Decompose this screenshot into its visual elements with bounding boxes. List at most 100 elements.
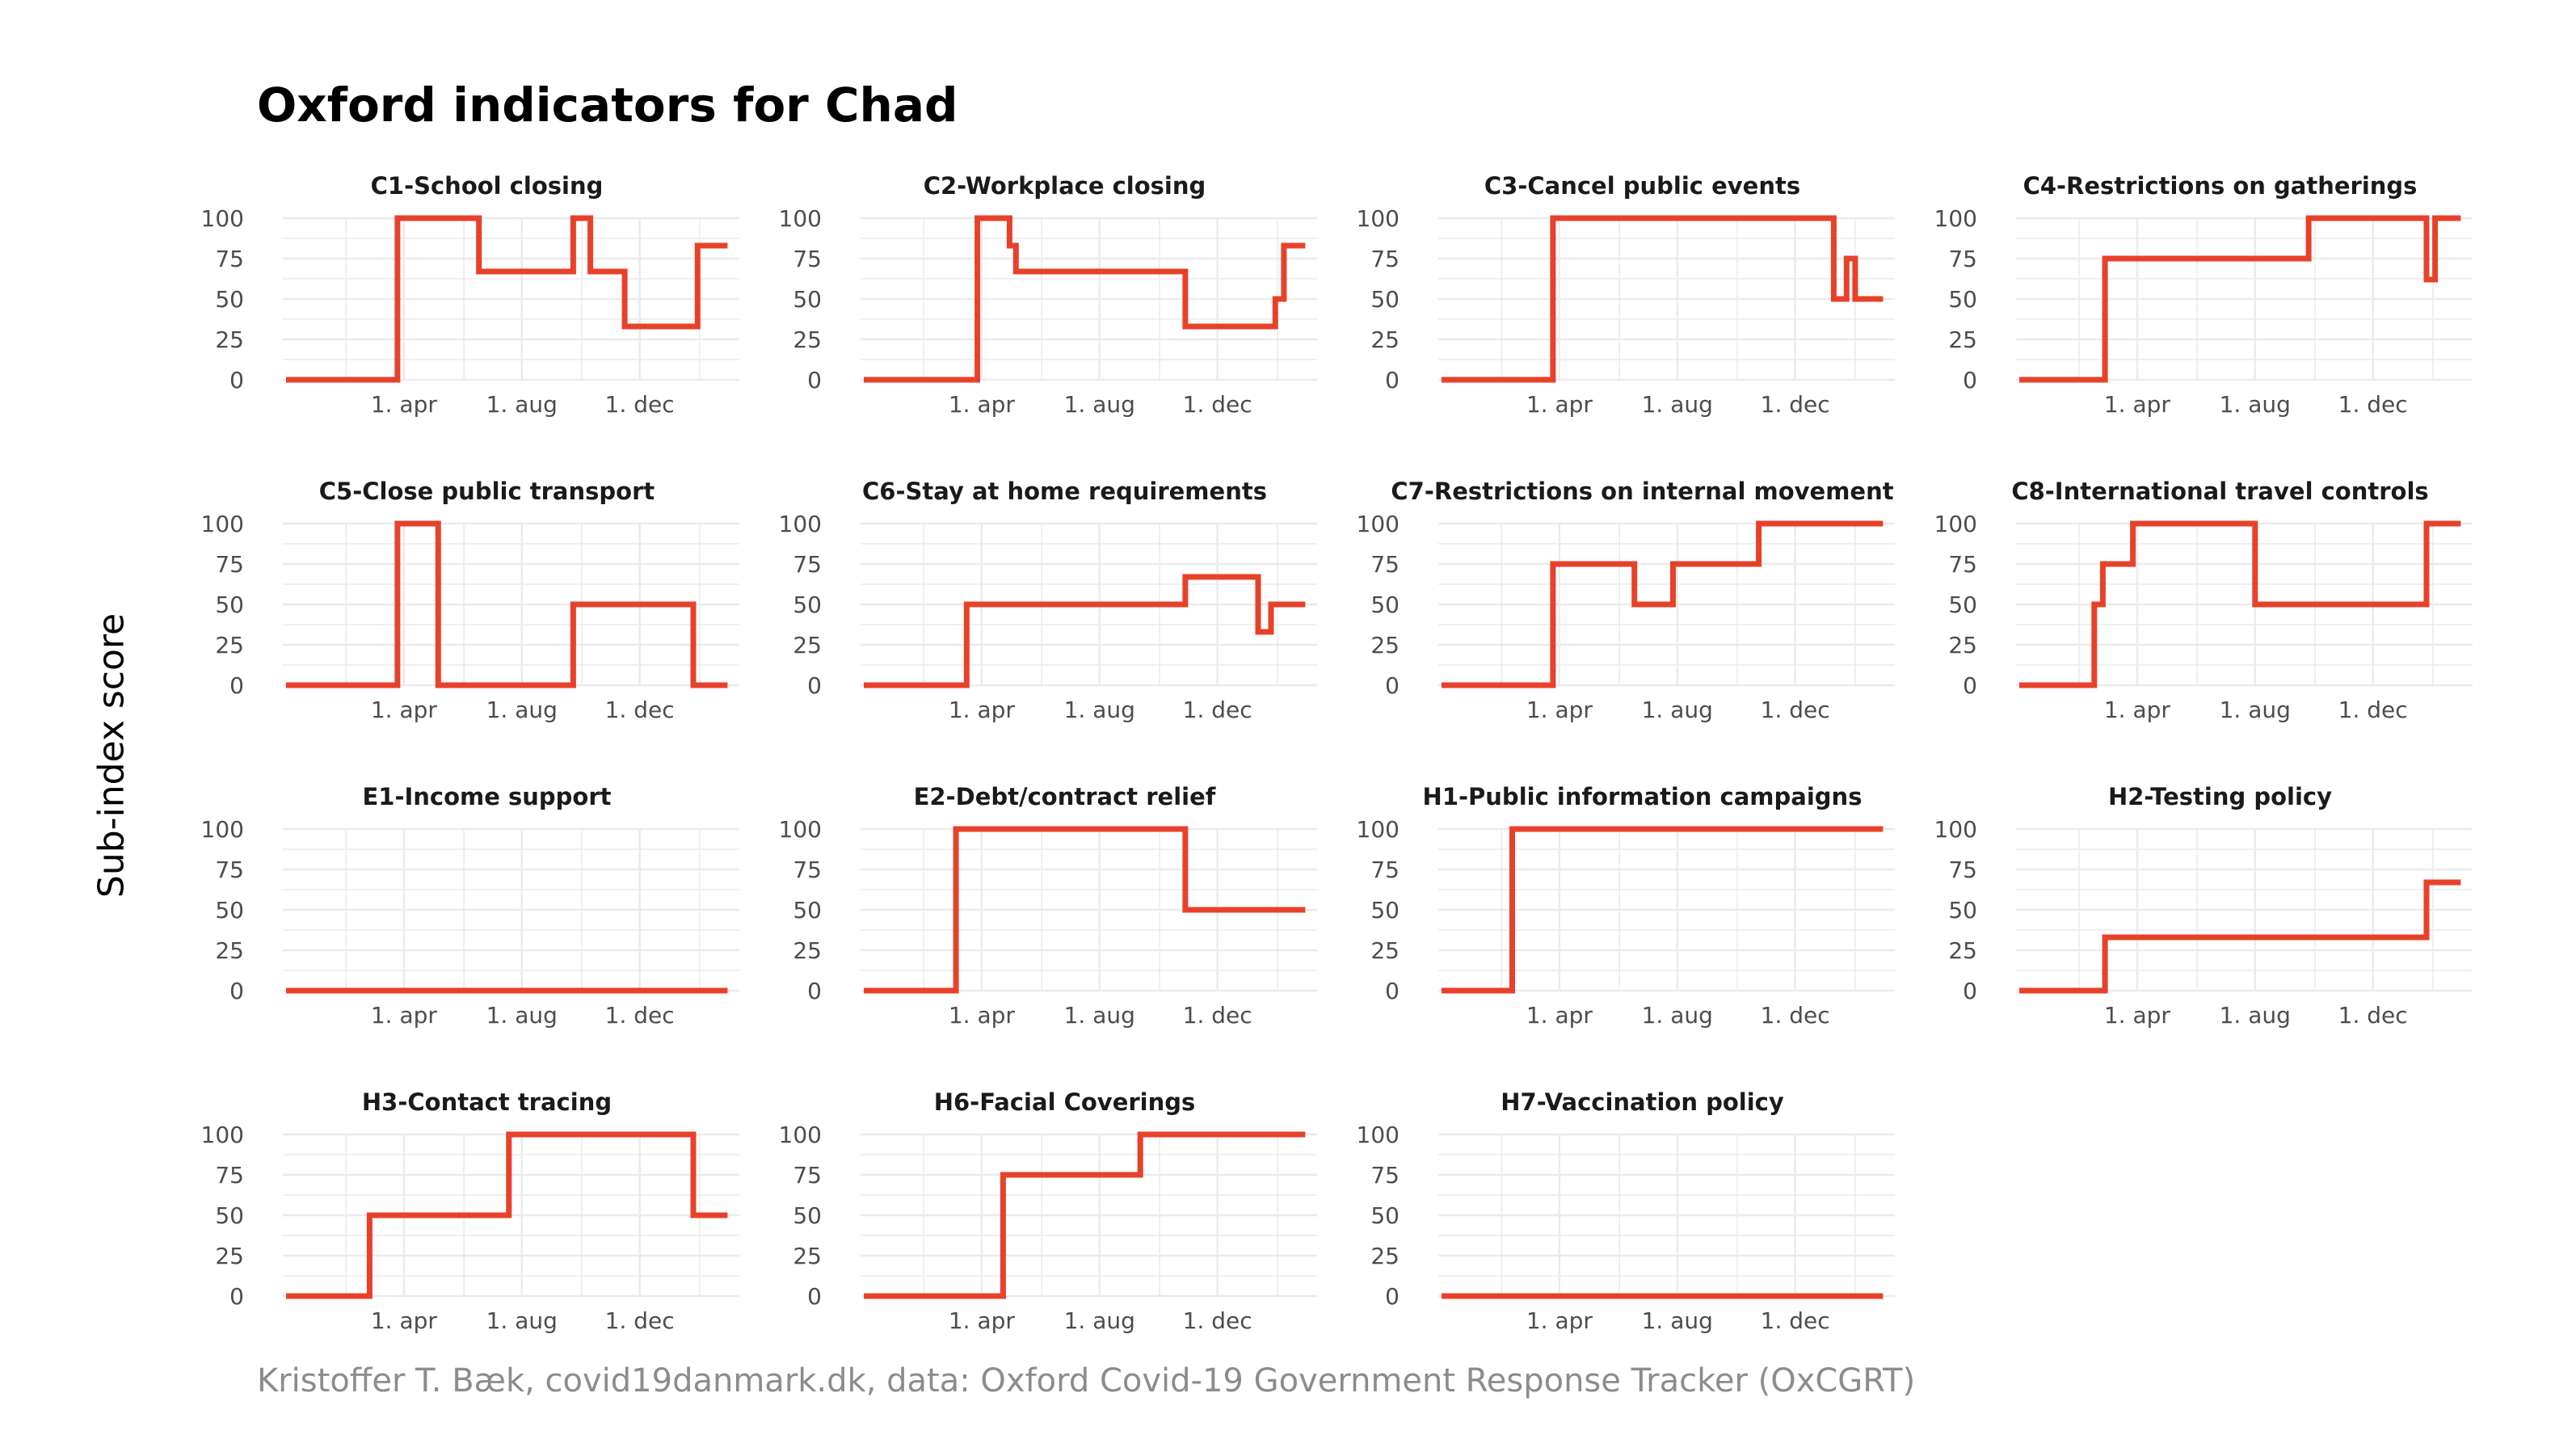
series-line xyxy=(864,215,1306,383)
y-tick-label: 50 xyxy=(1948,591,1977,618)
panel-title: C6-Stay at home requirements xyxy=(862,478,1267,505)
x-tick-label: 1. dec xyxy=(1761,697,1830,723)
x-tick-label: 1. apr xyxy=(371,697,438,723)
panel-1: C1-School closing 0 25 50 75 100 1. apr 1. aug 1… xyxy=(201,172,739,418)
panel-title: C5-Close public transport xyxy=(319,478,655,505)
y-tick-label: 0 xyxy=(807,1283,822,1310)
panel-7: C7-Restrictions on internal movement 0 25 5… xyxy=(1357,478,1895,723)
panel-8: C8-International travel controls 0 25 50 75 1… xyxy=(1934,478,2473,723)
x-tick-label: 1. apr xyxy=(371,1002,438,1029)
y-tick-label: 0 xyxy=(1385,672,1400,699)
x-tick-label: 1. aug xyxy=(1064,391,1135,418)
y-tick-label: 0 xyxy=(1385,978,1400,1004)
x-tick-label: 1. aug xyxy=(486,391,558,418)
panel-title: C3-Cancel public events xyxy=(1484,172,1800,200)
x-tick-label: 1. apr xyxy=(2104,697,2171,723)
y-tick-label: 50 xyxy=(1370,1202,1400,1229)
y-tick-label: 100 xyxy=(779,205,822,232)
x-tick-label: 1. apr xyxy=(949,697,1016,723)
x-tick-label: 1. dec xyxy=(1761,1307,1830,1334)
x-tick-label: 1. aug xyxy=(1642,1307,1713,1334)
x-tick-label: 1. apr xyxy=(949,1307,1016,1334)
y-tick-label: 0 xyxy=(229,672,244,699)
x-tick-label: 1. apr xyxy=(1526,1307,1593,1334)
y-tick-label: 50 xyxy=(215,591,244,618)
y-tick-label: 0 xyxy=(807,672,822,699)
x-tick-label: 1. dec xyxy=(2338,697,2408,723)
series-line xyxy=(2019,215,2461,383)
y-tick-label: 75 xyxy=(1370,246,1400,272)
y-tick-label: 75 xyxy=(793,1162,822,1189)
x-tick-label: 1. apr xyxy=(1526,391,1593,418)
y-tick-label: 75 xyxy=(793,246,822,272)
y-tick-label: 50 xyxy=(1948,897,1977,924)
series-line xyxy=(1442,520,1884,688)
y-tick-label: 75 xyxy=(793,856,822,883)
x-tick-label: 1. dec xyxy=(1761,391,1830,418)
y-tick-label: 25 xyxy=(1370,937,1400,964)
x-tick-label: 1. apr xyxy=(2104,1002,2171,1029)
y-tick-label: 25 xyxy=(1370,632,1400,659)
y-tick-label: 100 xyxy=(1357,816,1400,843)
source-caption: Kristoffer T. Bæk, covid19danmark.dk, da… xyxy=(257,1362,1916,1399)
y-tick-label: 100 xyxy=(1934,816,1977,843)
x-tick-label: 1. apr xyxy=(1526,1002,1593,1029)
x-tick-label: 1. aug xyxy=(1064,1307,1135,1334)
x-tick-label: 1. apr xyxy=(949,391,1016,418)
panel-title: H6-Facial Coverings xyxy=(934,1088,1196,1116)
y-tick-label: 25 xyxy=(1370,326,1400,353)
series-line xyxy=(1442,215,1884,383)
y-tick-label: 25 xyxy=(793,326,822,353)
x-tick-label: 1. aug xyxy=(1642,1002,1713,1029)
x-tick-label: 1. aug xyxy=(486,1307,558,1334)
x-tick-label: 1. dec xyxy=(605,1002,675,1029)
panel-5: C5-Close public transport 0 25 50 75 100 1. ap… xyxy=(201,478,739,723)
panel-12: H2-Testing policy 0 25 50 75 100 1. apr 1. aug 1… xyxy=(1934,783,2473,1029)
y-tick-label: 75 xyxy=(1948,551,1977,578)
y-tick-label: 0 xyxy=(1385,1283,1400,1310)
x-tick-label: 1. dec xyxy=(1183,1307,1252,1334)
y-tick-label: 0 xyxy=(229,367,244,394)
panel-15: H7-Vaccination policy 0 25 50 75 100 1. apr 1. … xyxy=(1357,1088,1895,1334)
panel-11: H1-Public information campaigns 0 25 50 75 10… xyxy=(1357,783,1895,1029)
panel-4: C4-Restrictions on gatherings 0 25 50 75 100 1… xyxy=(1934,172,2473,418)
y-tick-label: 50 xyxy=(1370,591,1400,618)
y-tick-label: 100 xyxy=(201,205,244,232)
y-tick-label: 75 xyxy=(1948,856,1977,883)
y-tick-label: 0 xyxy=(1963,978,1977,1004)
x-tick-label: 1. dec xyxy=(605,697,675,723)
x-tick-label: 1. aug xyxy=(2220,697,2291,723)
series-line xyxy=(286,520,728,688)
y-tick-label: 75 xyxy=(1948,246,1977,272)
y-tick-label: 25 xyxy=(215,1243,244,1269)
x-tick-label: 1. dec xyxy=(605,1307,675,1334)
x-tick-label: 1. dec xyxy=(1183,697,1252,723)
series-line xyxy=(864,826,1306,994)
y-tick-label: 25 xyxy=(215,937,244,964)
y-tick-label: 50 xyxy=(215,286,244,313)
y-tick-label: 0 xyxy=(807,367,822,394)
y-tick-label: 50 xyxy=(793,897,822,924)
y-tick-label: 100 xyxy=(779,1122,822,1148)
series-line xyxy=(286,1131,728,1299)
y-tick-label: 50 xyxy=(215,1202,244,1229)
y-tick-label: 25 xyxy=(1948,937,1977,964)
y-tick-label: 25 xyxy=(793,1243,822,1269)
x-tick-label: 1. aug xyxy=(1064,1002,1135,1029)
y-tick-label: 75 xyxy=(1370,856,1400,883)
panel-13: H3-Contact tracing 0 25 50 75 100 1. apr 1. aug… xyxy=(201,1088,739,1334)
chart-title: Oxford indicators for Chad xyxy=(257,78,958,133)
x-tick-label: 1. dec xyxy=(2338,391,2408,418)
panel-14: H6-Facial Coverings 0 25 50 75 100 1. apr 1. au… xyxy=(779,1088,1317,1334)
y-tick-label: 75 xyxy=(215,246,244,272)
x-tick-label: 1. apr xyxy=(2104,391,2171,418)
y-tick-label: 0 xyxy=(1385,367,1400,394)
y-tick-label: 100 xyxy=(201,1122,244,1148)
y-tick-label: 0 xyxy=(229,978,244,1004)
panel-title: E1-Income support xyxy=(362,783,611,810)
y-tick-label: 25 xyxy=(1370,1243,1400,1269)
panel-title: H7-Vaccination policy xyxy=(1501,1088,1784,1116)
x-tick-label: 1. dec xyxy=(2338,1002,2408,1029)
series-line xyxy=(1442,826,1884,994)
